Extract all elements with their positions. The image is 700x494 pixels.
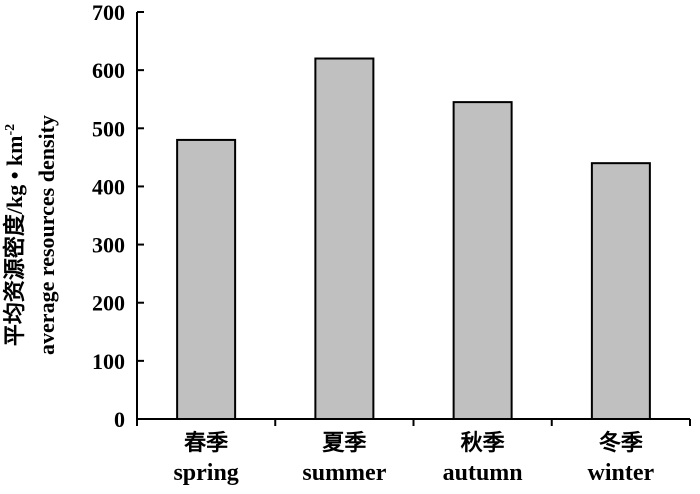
bar-winter	[590, 162, 651, 420]
bar-summer	[314, 57, 375, 421]
x-tick-labels: 春季 spring 夏季 summer 秋季 autumn 冬季 winter	[136, 419, 691, 486]
y-tick-label: 700	[92, 0, 125, 25]
y-axis-label-zh: 平均资源密度/kg • km-2	[2, 124, 27, 346]
x-tick-label-en: autumn	[443, 460, 523, 486]
y-axis-label: 平均资源密度/kg • km-2 average resources densi…	[2, 115, 59, 355]
y-tick-label: 0	[114, 407, 125, 432]
x-tick-label-zh: 秋季	[461, 430, 505, 455]
y-tick-label: 600	[92, 58, 125, 83]
y-tick-label: 300	[92, 233, 125, 258]
x-tick-label-en: spring	[173, 460, 238, 486]
y-axis-label-zh-main: 平均资源密度/kg • km	[2, 136, 27, 347]
x-tick-label-zh: 冬季	[599, 430, 643, 455]
y-axis-label-en: average resources density	[34, 115, 59, 355]
bars	[176, 57, 651, 421]
bar-spring	[176, 138, 237, 421]
y-tick-label: 100	[92, 349, 125, 374]
y-ticks: 0 100 200 300 400 500 600 700	[92, 0, 144, 432]
x-tick-label-en: summer	[302, 460, 386, 486]
y-tick-label: 500	[92, 116, 125, 141]
x-tick-label-zh: 春季	[184, 430, 228, 455]
x-tick-label-en: winter	[588, 460, 655, 486]
y-tick-label: 400	[92, 174, 125, 199]
y-axis-label-superscript: -2	[3, 124, 18, 136]
y-tick-label: 200	[92, 291, 125, 316]
x-tick-label-zh: 夏季	[322, 430, 366, 455]
bar-autumn	[452, 101, 513, 420]
